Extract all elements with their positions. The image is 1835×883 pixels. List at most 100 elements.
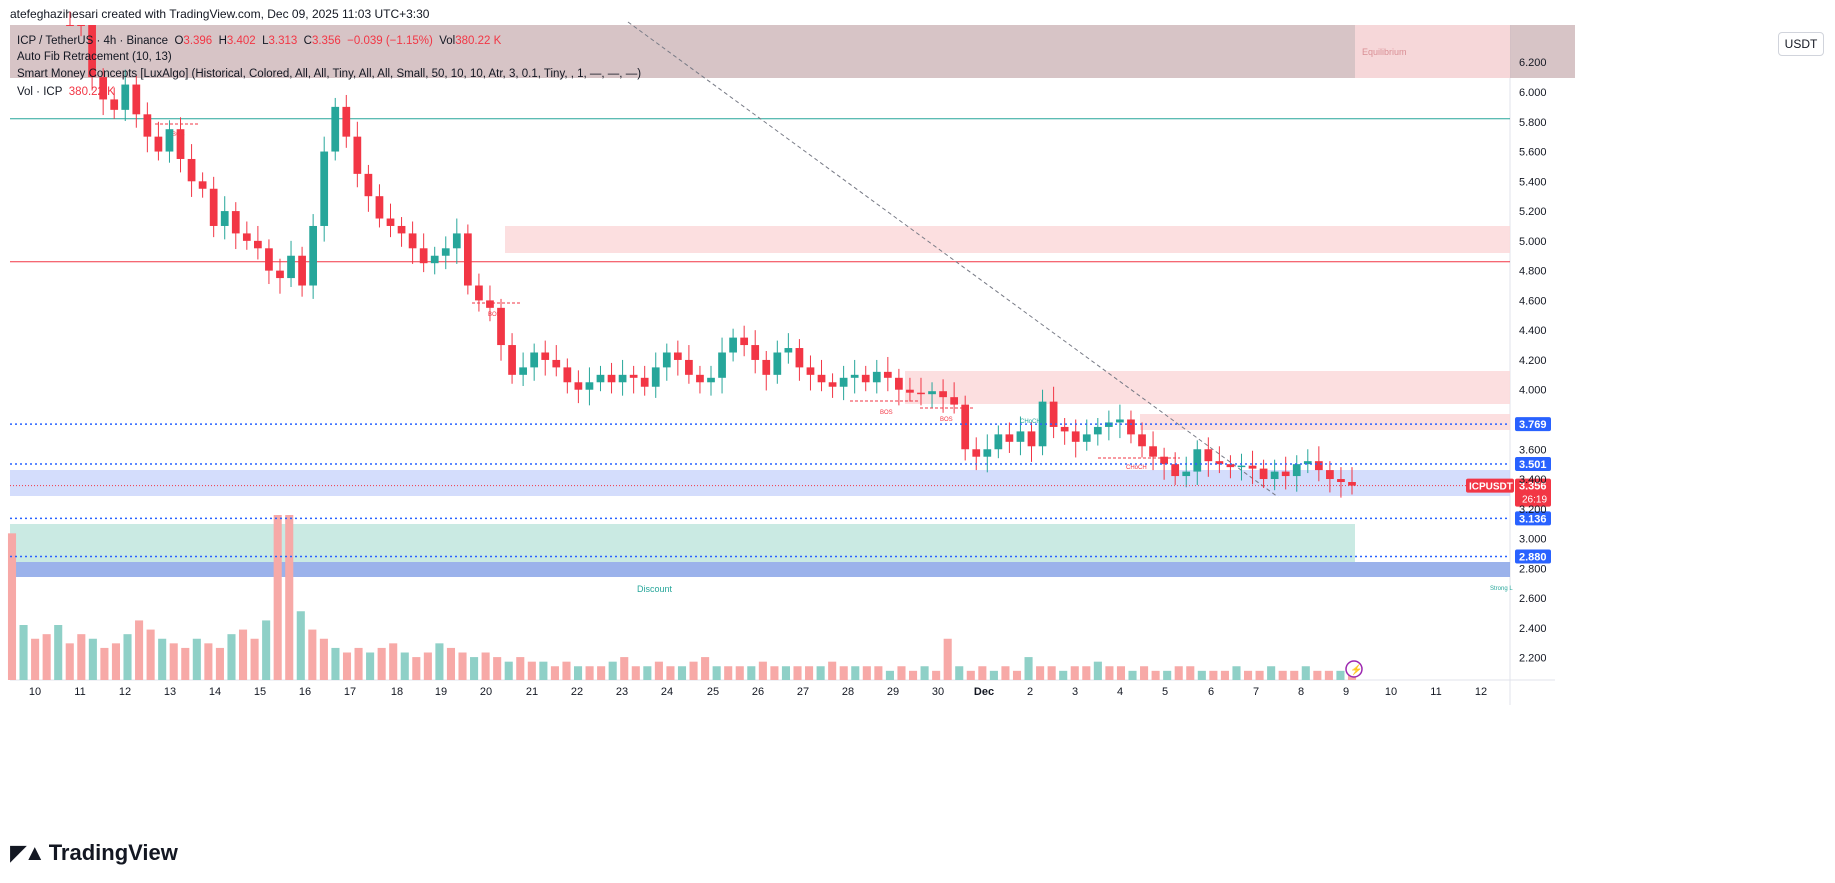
candle-body (154, 136, 163, 152)
candle-body (1116, 419, 1124, 423)
candle-body (1038, 401, 1047, 447)
smc-indicator-label[interactable]: Smart Money Concepts [LuxAlgo] (Historic… (17, 68, 642, 80)
legend-o-label: O (174, 35, 184, 47)
countdown-label: 26:19 (1522, 495, 1547, 506)
volume-bar (377, 647, 386, 680)
discount-label: Discount (637, 584, 673, 594)
volume-label: Vol · ICP (17, 86, 63, 98)
candle-body (132, 84, 141, 115)
volume-bar (181, 647, 190, 680)
x-tick-27: 7 (1253, 686, 1259, 698)
y-tick-17: 5.800 (1519, 117, 1547, 129)
y-tick-18: 6.000 (1519, 87, 1547, 99)
currency-button[interactable]: USDT (1778, 32, 1824, 56)
volume-bar (516, 657, 525, 680)
x-tick-25: 5 (1162, 686, 1168, 698)
volume-bar (585, 666, 594, 680)
fib-indicator-label[interactable]: Auto Fib Retracement (10, 13) (17, 51, 172, 63)
candle-body (1226, 464, 1235, 468)
candle-body (806, 367, 815, 375)
candle-body (552, 359, 561, 368)
x-tick-9: 19 (435, 686, 447, 698)
last-price-bg (1515, 478, 1551, 507)
volume-bar (897, 666, 906, 680)
volume-bar (978, 666, 987, 680)
volume-indicator-label[interactable]: Vol · ICP 380.22 K (17, 86, 115, 98)
volume-bar (862, 666, 871, 680)
volume-bar (1140, 666, 1149, 680)
y-tick-15: 5.400 (1519, 176, 1547, 188)
candle-body (530, 352, 539, 368)
candle-body (828, 382, 837, 387)
candle-body (817, 374, 826, 383)
volume-bar (308, 629, 317, 680)
candle-body (220, 211, 229, 226)
candle-body (707, 377, 715, 383)
candle-body (618, 374, 627, 383)
volume-bar (1082, 666, 1091, 680)
candle-body (673, 352, 682, 360)
candle-body (110, 99, 119, 110)
candle-body (287, 255, 295, 279)
volume-bar (412, 657, 421, 680)
ohlc-legend: ICP / TetherUS · 4h · Binance O3.396 H3.… (17, 35, 501, 47)
candle-body (77, 25, 85, 26)
candle-body (773, 352, 782, 375)
equilibrium-label: Equilibrium (1362, 47, 1407, 57)
volume-bar (1024, 657, 1033, 680)
volume-bar (643, 666, 652, 680)
price-tag-label-1: 3.501 (1519, 459, 1547, 471)
candle-body (242, 233, 251, 241)
volume-bar (1209, 670, 1218, 680)
x-tick-12: 22 (571, 686, 583, 698)
x-tick-20: 30 (932, 686, 944, 698)
candle-body (629, 374, 638, 378)
candle-body (651, 367, 660, 387)
legend-l-label: L (262, 35, 269, 47)
volume-bar (666, 666, 675, 680)
volume-bar (1243, 670, 1253, 680)
x-tick-17: 27 (797, 686, 809, 698)
candle-body (353, 136, 362, 174)
volume-bar (689, 661, 698, 680)
volume-bar (1047, 666, 1056, 680)
y-tick-2: 2.600 (1519, 593, 1547, 605)
legend-vol-value: 380.22 K (455, 35, 502, 47)
volume-bar (735, 666, 744, 680)
supply-zone-1 (505, 226, 1510, 253)
volume-bar (1151, 670, 1160, 680)
volume-bar (816, 666, 825, 680)
candle-body (99, 77, 108, 100)
volume-bar (1301, 666, 1310, 680)
volume-bar (1232, 666, 1241, 680)
volume-bar (111, 643, 121, 680)
candle-body (1104, 422, 1113, 427)
volume-bar (250, 638, 259, 680)
volume-bar (1070, 666, 1079, 680)
x-tick-0: 10 (29, 686, 41, 698)
candle-body (662, 352, 671, 368)
candle-body (497, 307, 505, 346)
candle-body (983, 449, 992, 457)
candle-body (839, 377, 848, 387)
volume-bar (227, 634, 236, 680)
premium-zone (10, 25, 1575, 78)
last-price-value: 3.356 (1519, 481, 1547, 493)
x-tick-6: 16 (299, 686, 311, 698)
x-tick-8: 18 (391, 686, 403, 698)
candle-body (563, 367, 572, 383)
x-tick-4: 14 (209, 686, 221, 698)
volume-bar (550, 666, 559, 680)
legend-h-label: H (218, 35, 227, 47)
candle-body (320, 151, 329, 226)
candle-body (1193, 449, 1202, 472)
strong-low-zone (10, 562, 1510, 577)
alert-lightning-icon[interactable] (1345, 660, 1363, 678)
volume-bar (527, 661, 536, 680)
candle-body (143, 114, 152, 137)
volume-bar (724, 666, 733, 680)
candle-body (187, 158, 196, 182)
bos-label-2: BOS (880, 410, 893, 416)
tradingview-logo[interactable]: ◤▲ TradingView (10, 840, 178, 866)
